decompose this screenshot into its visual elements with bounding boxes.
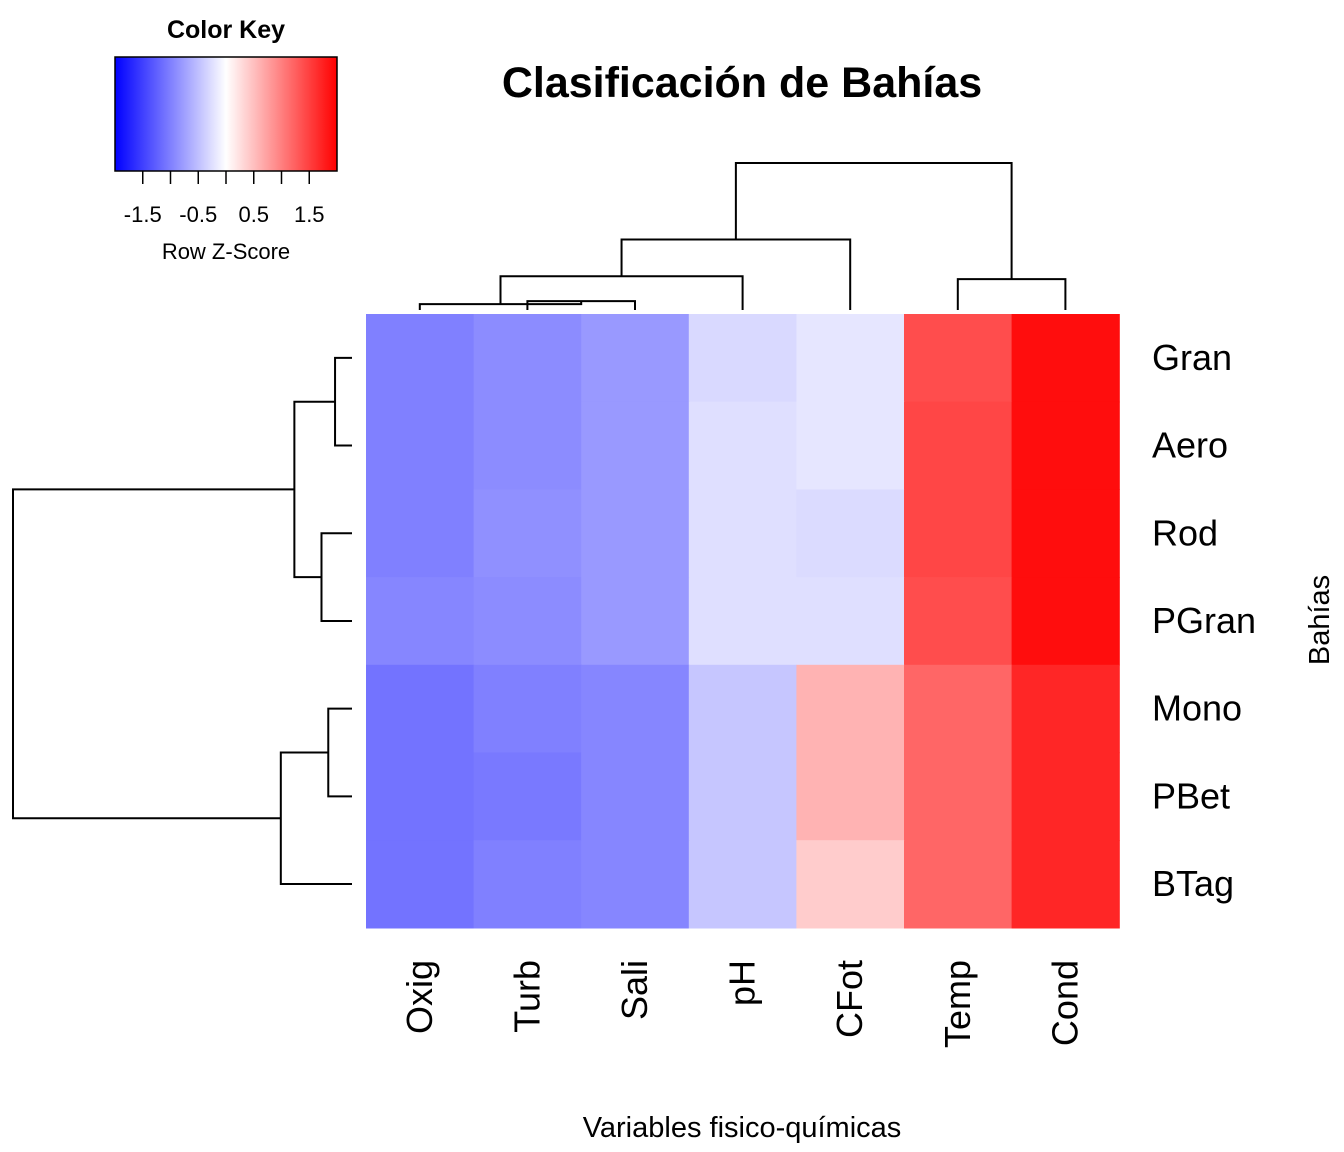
- heatmap-cell-PGran-Sali: [581, 577, 690, 666]
- heatmap-cell-Aero-pH: [688, 401, 797, 490]
- heatmap-cell-Aero-Turb: [473, 401, 582, 490]
- heatmap-cell-Gran-CFot: [796, 314, 905, 403]
- row-label-PGran: PGran: [1152, 600, 1256, 641]
- col-dendro-temp-cond: [956, 278, 1067, 310]
- heatmap-cell-Mono-Turb: [473, 664, 582, 754]
- heatmap-cell-Mono-Cond: [1011, 664, 1120, 754]
- column-label-Cond: Cond: [1044, 960, 1085, 1046]
- column-labels: Oxig Turb Sali pH CFot Temp Cond: [399, 960, 1086, 1048]
- heatmap-cell-Gran-Sali: [581, 314, 690, 403]
- heatmap-cell-PGran-Turb: [473, 577, 582, 666]
- heatmap-cell-PGran-Oxig: [366, 577, 475, 666]
- heatmap-cell-Mono-Sali: [581, 664, 690, 754]
- row-dendro-rod-pgran: [320, 532, 352, 622]
- heatmap-cell-BTag-pH: [688, 840, 797, 929]
- heatmap-cell-PBet-pH: [688, 752, 797, 841]
- heatmap-cell-PBet-Turb: [473, 752, 582, 841]
- col-dendro-root: [734, 162, 1013, 280]
- heatmap-cell-Mono-CFot: [796, 664, 905, 754]
- heatmap-cell-Gran-Turb: [473, 314, 582, 403]
- heatmap-cell-Rod-Sali: [581, 489, 690, 578]
- heatmap-cell-PGran-Temp: [904, 577, 1013, 666]
- heatmap-cell-BTag-Cond: [1011, 840, 1120, 929]
- color-key-tick-label: -0.5: [179, 202, 217, 227]
- heatmap-cell-Rod-pH: [688, 489, 797, 578]
- row-label-Mono: Mono: [1152, 688, 1242, 729]
- heatmap-cell-Aero-Sali: [581, 401, 690, 490]
- heatmap-cell-PGran-Cond: [1011, 577, 1120, 666]
- x-axis-label: Variables fisico-químicas: [583, 1112, 902, 1144]
- color-key-tick-label: 1.5: [294, 202, 325, 227]
- row-dendro-mono-pbet: [327, 707, 352, 798]
- row-label-PBet: PBet: [1152, 775, 1230, 816]
- column-label-Temp: Temp: [937, 960, 978, 1048]
- column-label-Turb: Turb: [506, 960, 547, 1033]
- row-labels: Gran Aero Rod PGran Mono PBet BTag: [1152, 337, 1256, 904]
- row-dendro-lower-cluster: [279, 751, 352, 886]
- column-label-Sali: Sali: [614, 960, 655, 1020]
- heatmap-cell-Rod-Oxig: [366, 489, 475, 578]
- heatmap-cell-BTag-Turb: [473, 840, 582, 929]
- color-key-tick-label: -1.5: [124, 202, 162, 227]
- heatmap-cell-PGran-pH: [688, 577, 797, 666]
- heatmap-cell-Aero-Temp: [904, 401, 1013, 490]
- heatmap-cell-Gran-Cond: [1011, 314, 1120, 403]
- heatmap-cell-Gran-Oxig: [366, 314, 475, 403]
- column-label-pH: pH: [722, 960, 763, 1006]
- color-key-title: Color Key: [167, 16, 285, 44]
- heatmap-cells: [366, 314, 1120, 929]
- heatmap-cell-Mono-pH: [688, 664, 797, 754]
- heatmap-cell-PBet-CFot: [796, 752, 905, 841]
- heatmap-cell-BTag-CFot: [796, 840, 905, 929]
- color-key-gradient: [114, 56, 338, 172]
- color-key-label: Row Z-Score: [162, 239, 290, 264]
- heatmap-cell-PBet-Cond: [1011, 752, 1120, 841]
- color-key-tick-label: 0.5: [238, 202, 269, 227]
- column-label-CFot: CFot: [829, 960, 870, 1038]
- column-label-Oxig: Oxig: [399, 960, 440, 1034]
- heatmap-cell-Mono-Temp: [904, 664, 1013, 754]
- heatmap-cell-Rod-Cond: [1011, 489, 1120, 578]
- y-axis-label: Bahías: [1304, 575, 1336, 665]
- heatmap-cell-Aero-CFot: [796, 401, 905, 490]
- color-key: Color Key -1.5 -0.5 0.5 1.5 Row Z-Score: [114, 16, 338, 264]
- row-dendro-root: [12, 488, 295, 820]
- row-label-BTag: BTag: [1152, 863, 1234, 904]
- heatmap-cell-Gran-pH: [688, 314, 797, 403]
- row-label-Rod: Rod: [1152, 512, 1218, 553]
- heatmap-cell-BTag-Sali: [581, 840, 690, 929]
- column-dendrogram: [418, 162, 1067, 310]
- row-dendrogram: [12, 356, 352, 886]
- heatmap-cell-Aero-Oxig: [366, 401, 475, 490]
- heatmap-cell-Gran-Temp: [904, 314, 1013, 403]
- row-label-Gran: Gran: [1152, 337, 1232, 378]
- heatmap-cell-PBet-Oxig: [366, 752, 475, 841]
- heatmap-cell-Rod-CFot: [796, 489, 905, 578]
- heatmap-cell-Aero-Cond: [1011, 401, 1120, 490]
- row-dendro-upper-cluster: [293, 400, 336, 579]
- heatmap-cell-PBet-Sali: [581, 752, 690, 841]
- row-label-Aero: Aero: [1152, 425, 1228, 466]
- heatmap-cell-BTag-Temp: [904, 840, 1013, 929]
- color-key-ticks: -1.5 -0.5 0.5 1.5: [124, 171, 325, 227]
- chart-title: Clasificación de Bahías: [502, 59, 982, 107]
- col-dendro-cfot-cluster: [620, 238, 852, 310]
- heatmap-cell-PGran-CFot: [796, 577, 905, 666]
- heatmap-cell-PBet-Temp: [904, 752, 1013, 841]
- heatmap-cell-Rod-Temp: [904, 489, 1013, 578]
- heatmap-cell-Mono-Oxig: [366, 664, 475, 754]
- heatmap-cell-Rod-Turb: [473, 489, 582, 578]
- row-dendro-gran-aero: [334, 356, 352, 447]
- heatmap-cell-BTag-Oxig: [366, 840, 475, 929]
